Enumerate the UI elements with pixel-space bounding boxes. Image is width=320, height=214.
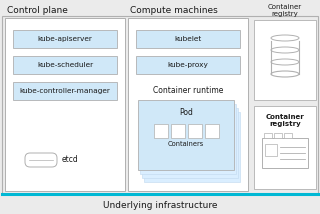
Text: Control plane: Control plane xyxy=(7,6,68,15)
Bar xyxy=(274,133,282,138)
Text: kube-scheduler: kube-scheduler xyxy=(37,62,93,68)
Bar xyxy=(13,56,117,74)
Ellipse shape xyxy=(271,71,299,77)
Text: Container
registry: Container registry xyxy=(268,3,302,16)
Bar xyxy=(262,138,308,168)
Text: Containers: Containers xyxy=(168,141,204,147)
Bar xyxy=(128,18,248,191)
Bar xyxy=(171,124,185,138)
Text: Container
registry: Container registry xyxy=(266,113,304,126)
Text: Container runtime: Container runtime xyxy=(153,86,223,95)
Text: kubelet: kubelet xyxy=(174,36,202,42)
Text: kube-proxy: kube-proxy xyxy=(168,62,208,68)
Bar xyxy=(284,133,292,138)
Ellipse shape xyxy=(271,47,299,53)
Text: kube-controller-manager: kube-controller-manager xyxy=(20,88,110,94)
Text: etcd: etcd xyxy=(62,156,79,165)
Bar xyxy=(265,144,277,156)
Bar xyxy=(140,104,236,174)
Bar xyxy=(136,56,240,74)
Ellipse shape xyxy=(271,59,299,65)
Text: Pod: Pod xyxy=(179,107,193,116)
Bar xyxy=(254,20,316,100)
Bar xyxy=(264,133,272,138)
Bar xyxy=(144,112,240,182)
Bar xyxy=(142,108,238,178)
Bar xyxy=(204,124,219,138)
Ellipse shape xyxy=(271,35,299,41)
Bar xyxy=(254,106,316,189)
Text: Underlying infrastructure: Underlying infrastructure xyxy=(103,202,217,211)
Text: Compute machines: Compute machines xyxy=(130,6,218,15)
Bar xyxy=(154,124,167,138)
Bar xyxy=(136,30,240,48)
Bar xyxy=(13,82,117,100)
FancyBboxPatch shape xyxy=(25,153,57,167)
Bar xyxy=(188,124,202,138)
Bar xyxy=(5,18,125,191)
Bar xyxy=(138,100,234,170)
Bar xyxy=(2,16,318,194)
Bar xyxy=(13,30,117,48)
Text: kube-apiserver: kube-apiserver xyxy=(37,36,92,42)
